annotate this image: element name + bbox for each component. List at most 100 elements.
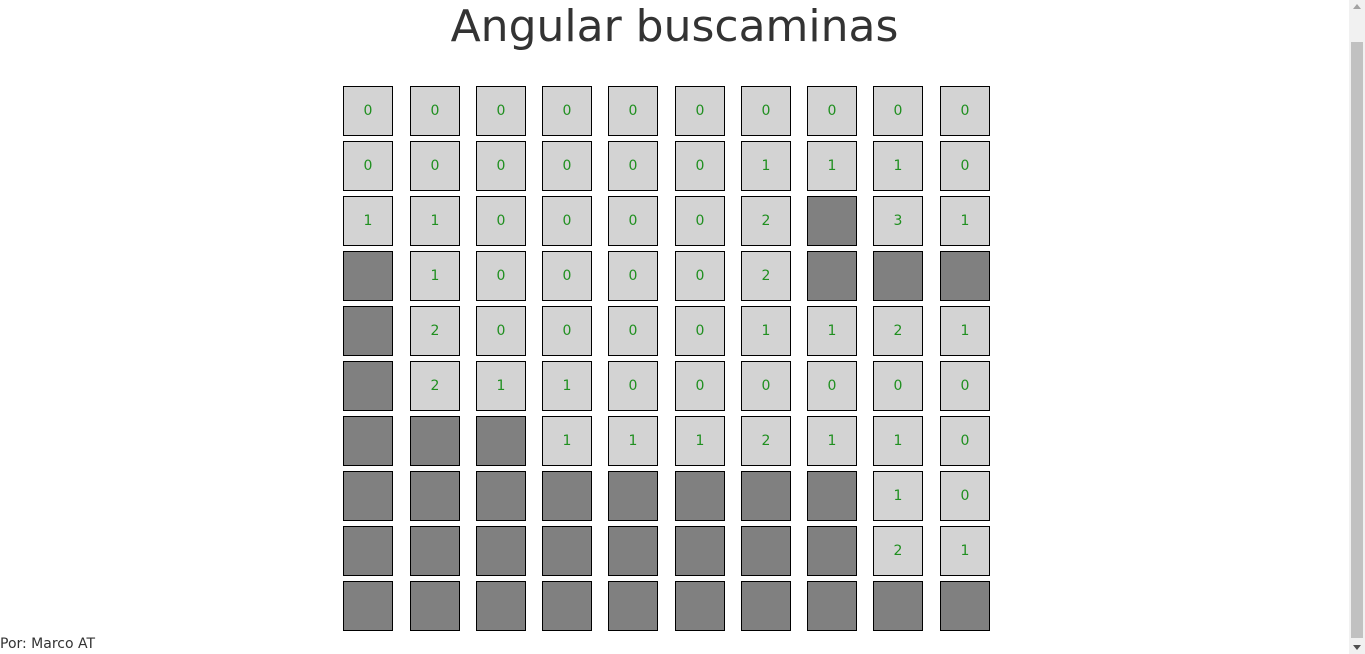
hidden-cell[interactable] xyxy=(741,526,791,576)
revealed-cell[interactable]: 0 xyxy=(476,306,526,356)
revealed-cell[interactable]: 1 xyxy=(741,141,791,191)
revealed-cell[interactable]: 0 xyxy=(675,251,725,301)
revealed-cell[interactable]: 0 xyxy=(410,141,460,191)
hidden-cell[interactable] xyxy=(476,471,526,521)
revealed-cell[interactable]: 0 xyxy=(873,86,923,136)
hidden-cell[interactable] xyxy=(410,471,460,521)
hidden-cell[interactable] xyxy=(343,251,393,301)
revealed-cell[interactable]: 1 xyxy=(940,526,990,576)
hidden-cell[interactable] xyxy=(807,471,857,521)
hidden-cell[interactable] xyxy=(675,526,725,576)
revealed-cell[interactable]: 1 xyxy=(410,251,460,301)
hidden-cell[interactable] xyxy=(741,581,791,631)
hidden-cell[interactable] xyxy=(807,196,857,246)
revealed-cell[interactable]: 0 xyxy=(940,416,990,466)
hidden-cell[interactable] xyxy=(476,416,526,466)
hidden-cell[interactable] xyxy=(343,416,393,466)
revealed-cell[interactable]: 2 xyxy=(741,251,791,301)
hidden-cell[interactable] xyxy=(343,471,393,521)
revealed-cell[interactable]: 2 xyxy=(410,306,460,356)
hidden-cell[interactable] xyxy=(807,526,857,576)
hidden-cell[interactable] xyxy=(675,471,725,521)
revealed-cell[interactable]: 0 xyxy=(675,141,725,191)
hidden-cell[interactable] xyxy=(343,581,393,631)
revealed-cell[interactable]: 1 xyxy=(807,141,857,191)
revealed-cell[interactable]: 1 xyxy=(807,306,857,356)
revealed-cell[interactable]: 1 xyxy=(940,306,990,356)
revealed-cell[interactable]: 2 xyxy=(741,416,791,466)
revealed-cell[interactable]: 1 xyxy=(476,361,526,411)
revealed-cell[interactable]: 0 xyxy=(542,86,592,136)
hidden-cell[interactable] xyxy=(807,251,857,301)
hidden-cell[interactable] xyxy=(343,526,393,576)
scroll-up-arrow-icon[interactable] xyxy=(1353,4,1361,9)
revealed-cell[interactable]: 1 xyxy=(873,471,923,521)
revealed-cell[interactable]: 0 xyxy=(343,86,393,136)
revealed-cell[interactable]: 0 xyxy=(608,251,658,301)
revealed-cell[interactable]: 0 xyxy=(873,361,923,411)
revealed-cell[interactable]: 0 xyxy=(940,141,990,191)
hidden-cell[interactable] xyxy=(807,581,857,631)
revealed-cell[interactable]: 0 xyxy=(675,86,725,136)
revealed-cell[interactable]: 1 xyxy=(410,196,460,246)
revealed-cell[interactable]: 0 xyxy=(940,471,990,521)
hidden-cell[interactable] xyxy=(343,306,393,356)
hidden-cell[interactable] xyxy=(608,581,658,631)
revealed-cell[interactable]: 0 xyxy=(741,361,791,411)
revealed-cell[interactable]: 3 xyxy=(873,196,923,246)
revealed-cell[interactable]: 2 xyxy=(410,361,460,411)
hidden-cell[interactable] xyxy=(410,581,460,631)
revealed-cell[interactable]: 0 xyxy=(807,86,857,136)
revealed-cell[interactable]: 2 xyxy=(873,306,923,356)
hidden-cell[interactable] xyxy=(940,251,990,301)
hidden-cell[interactable] xyxy=(675,581,725,631)
revealed-cell[interactable]: 0 xyxy=(675,196,725,246)
revealed-cell[interactable]: 1 xyxy=(542,361,592,411)
revealed-cell[interactable]: 0 xyxy=(542,196,592,246)
revealed-cell[interactable]: 0 xyxy=(608,361,658,411)
hidden-cell[interactable] xyxy=(476,526,526,576)
revealed-cell[interactable]: 0 xyxy=(675,306,725,356)
revealed-cell[interactable]: 0 xyxy=(476,141,526,191)
hidden-cell[interactable] xyxy=(542,581,592,631)
hidden-cell[interactable] xyxy=(542,471,592,521)
revealed-cell[interactable]: 0 xyxy=(343,141,393,191)
revealed-cell[interactable]: 1 xyxy=(873,141,923,191)
revealed-cell[interactable]: 0 xyxy=(940,361,990,411)
revealed-cell[interactable]: 0 xyxy=(608,196,658,246)
hidden-cell[interactable] xyxy=(873,251,923,301)
revealed-cell[interactable]: 1 xyxy=(940,196,990,246)
hidden-cell[interactable] xyxy=(873,581,923,631)
hidden-cell[interactable] xyxy=(608,471,658,521)
revealed-cell[interactable]: 2 xyxy=(741,196,791,246)
revealed-cell[interactable]: 0 xyxy=(608,86,658,136)
revealed-cell[interactable]: 1 xyxy=(608,416,658,466)
revealed-cell[interactable]: 0 xyxy=(410,86,460,136)
revealed-cell[interactable]: 0 xyxy=(476,86,526,136)
hidden-cell[interactable] xyxy=(476,581,526,631)
revealed-cell[interactable]: 1 xyxy=(343,196,393,246)
hidden-cell[interactable] xyxy=(741,471,791,521)
revealed-cell[interactable]: 0 xyxy=(807,361,857,411)
revealed-cell[interactable]: 0 xyxy=(940,86,990,136)
revealed-cell[interactable]: 1 xyxy=(873,416,923,466)
hidden-cell[interactable] xyxy=(410,526,460,576)
revealed-cell[interactable]: 0 xyxy=(741,86,791,136)
revealed-cell[interactable]: 0 xyxy=(542,141,592,191)
revealed-cell[interactable]: 0 xyxy=(675,361,725,411)
revealed-cell[interactable]: 0 xyxy=(476,196,526,246)
hidden-cell[interactable] xyxy=(940,581,990,631)
hidden-cell[interactable] xyxy=(542,526,592,576)
revealed-cell[interactable]: 1 xyxy=(741,306,791,356)
hidden-cell[interactable] xyxy=(343,361,393,411)
hidden-cell[interactable] xyxy=(410,416,460,466)
revealed-cell[interactable]: 1 xyxy=(675,416,725,466)
revealed-cell[interactable]: 0 xyxy=(476,251,526,301)
hidden-cell[interactable] xyxy=(608,526,658,576)
revealed-cell[interactable]: 2 xyxy=(873,526,923,576)
revealed-cell[interactable]: 0 xyxy=(608,141,658,191)
revealed-cell[interactable]: 1 xyxy=(542,416,592,466)
revealed-cell[interactable]: 1 xyxy=(807,416,857,466)
vertical-scrollbar[interactable] xyxy=(1349,0,1365,654)
revealed-cell[interactable]: 0 xyxy=(608,306,658,356)
